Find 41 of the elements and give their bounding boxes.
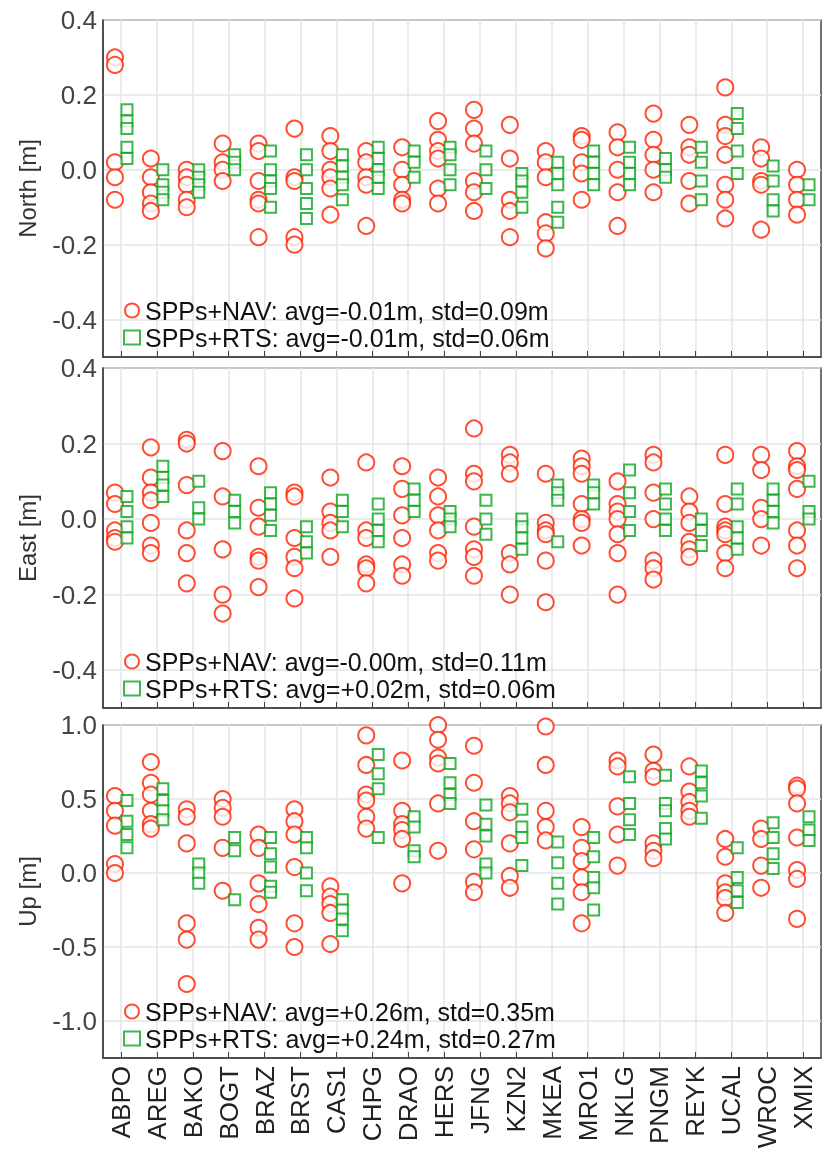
y-tick-label: -1.0 — [52, 1006, 97, 1036]
x-tick-label: HERS — [429, 1066, 460, 1139]
x-tick-label: CHPG — [357, 1066, 388, 1142]
y-tick-label: 1.0 — [60, 710, 97, 740]
y-tick-label: 0.4 — [60, 353, 97, 383]
x-tick-label: CAS1 — [321, 1066, 352, 1134]
legend-label: SPPs+NAV: avg=+0.26m, std=0.35m — [145, 997, 555, 1026]
x-tick-label: AREG — [141, 1066, 172, 1140]
y-tick-label: 0.0 — [60, 504, 97, 535]
x-tick-label: ABPO — [105, 1066, 136, 1139]
x-tick-label: NKLG — [608, 1066, 639, 1137]
y-tick-label: 0.2 — [60, 428, 97, 459]
y-tick-label: 0.0 — [60, 858, 97, 888]
x-tick-label: BRAZ — [249, 1065, 280, 1136]
legend-label: SPPs+NAV: avg=-0.01m, std=0.09m — [145, 296, 549, 325]
x-tick-label: MKEA — [536, 1065, 567, 1140]
x-tick-label: UCAL — [716, 1066, 747, 1136]
x-tick-label: DRAO — [393, 1066, 424, 1142]
x-tick-label: XMIX — [788, 1066, 819, 1130]
x-tick-label: JFNG — [464, 1066, 495, 1134]
x-tick-label: KZN2 — [500, 1066, 531, 1133]
y-tick-label: -0.4 — [52, 304, 97, 335]
x-tick-label: BOGT — [213, 1065, 244, 1140]
x-tick-label: PNGM — [644, 1066, 675, 1144]
y-axis-title: Up [m] — [13, 856, 41, 927]
x-tick-label: BRST — [285, 1065, 316, 1136]
y-tick-label: 0.2 — [60, 79, 97, 110]
x-tick-label: MRO1 — [572, 1066, 603, 1142]
y-tick-label: -0.4 — [52, 655, 97, 686]
y-tick-label: -0.5 — [52, 932, 97, 962]
y-tick-label: 0.5 — [60, 784, 97, 814]
x-tick-label: REYK — [680, 1065, 711, 1137]
x-tick-label: BAKO — [177, 1066, 208, 1139]
y-tick-label: -0.2 — [52, 229, 97, 260]
y-tick-label: 0.0 — [60, 154, 97, 185]
y-axis-title: East [m] — [13, 493, 41, 583]
y-tick-label: 0.4 — [60, 5, 97, 35]
legend-label: SPPs+NAV: avg=-0.00m, std=0.11m — [145, 647, 547, 676]
x-tick-label: WROC — [752, 1066, 783, 1149]
y-tick-label: -0.2 — [52, 579, 97, 610]
y-axis-title: North [m] — [13, 139, 41, 238]
